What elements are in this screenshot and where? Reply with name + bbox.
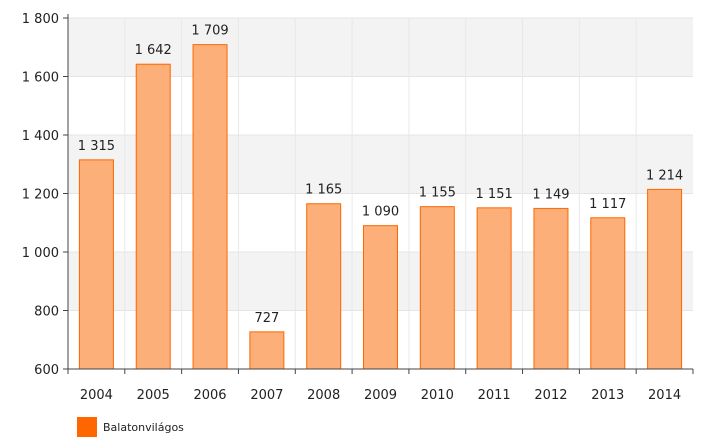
- x-tick-label: 2012: [534, 388, 567, 403]
- x-tick-label: 2005: [137, 388, 170, 403]
- legend-label: Balatonvilágos: [103, 420, 184, 434]
- data-label: 1 709: [191, 24, 228, 39]
- data-label: 1 642: [135, 43, 172, 58]
- bar: [419, 206, 455, 370]
- legend: Balatonvilágos: [77, 417, 184, 437]
- x-tick-label: 2008: [307, 388, 340, 403]
- x-tick-label: 2011: [478, 388, 511, 403]
- x-tick-label: 2010: [421, 388, 454, 403]
- x-tick-label: 2007: [250, 388, 283, 403]
- data-label: 1 155: [419, 186, 456, 201]
- bar: [192, 44, 228, 370]
- x-tick-label: 2014: [648, 388, 681, 403]
- bar: [363, 225, 398, 370]
- data-label: 1 117: [589, 197, 626, 212]
- x-tick-label: 2006: [193, 388, 226, 403]
- grid-band: [68, 135, 693, 194]
- bar: [78, 159, 114, 370]
- data-label: 1 214: [646, 168, 683, 183]
- data-label: 1 315: [78, 139, 115, 154]
- y-tick-label: 600: [34, 363, 59, 378]
- y-tick-label: 1 600: [22, 71, 59, 86]
- bar: [249, 331, 285, 370]
- y-tick-label: 1 800: [22, 12, 59, 27]
- bar: [647, 188, 683, 370]
- bar: [476, 207, 512, 370]
- data-label: 1 090: [362, 205, 399, 220]
- y-tick-label: 1 200: [22, 188, 59, 203]
- grid-band: [68, 18, 693, 77]
- x-tick-label: 2013: [591, 388, 624, 403]
- bar-chart: 1 315 1 642 1 709 727 1 165 1 090 1 155 1 151 1 …: [22, 12, 694, 403]
- legend-swatch: [77, 417, 97, 437]
- y-tick-label: 1 400: [22, 129, 59, 144]
- bar: [533, 207, 569, 370]
- bar: [306, 203, 342, 370]
- y-tick-label: 800: [34, 305, 59, 320]
- data-label: 727: [254, 311, 279, 326]
- data-label: 1 149: [532, 187, 569, 202]
- y-tick-label: 1 000: [22, 246, 59, 261]
- x-tick-label: 2004: [80, 388, 113, 403]
- data-label: 1 151: [476, 187, 513, 202]
- data-label: 1 165: [305, 183, 342, 198]
- bar: [590, 217, 626, 370]
- bar: [135, 63, 171, 370]
- x-tick-label: 2009: [364, 388, 397, 403]
